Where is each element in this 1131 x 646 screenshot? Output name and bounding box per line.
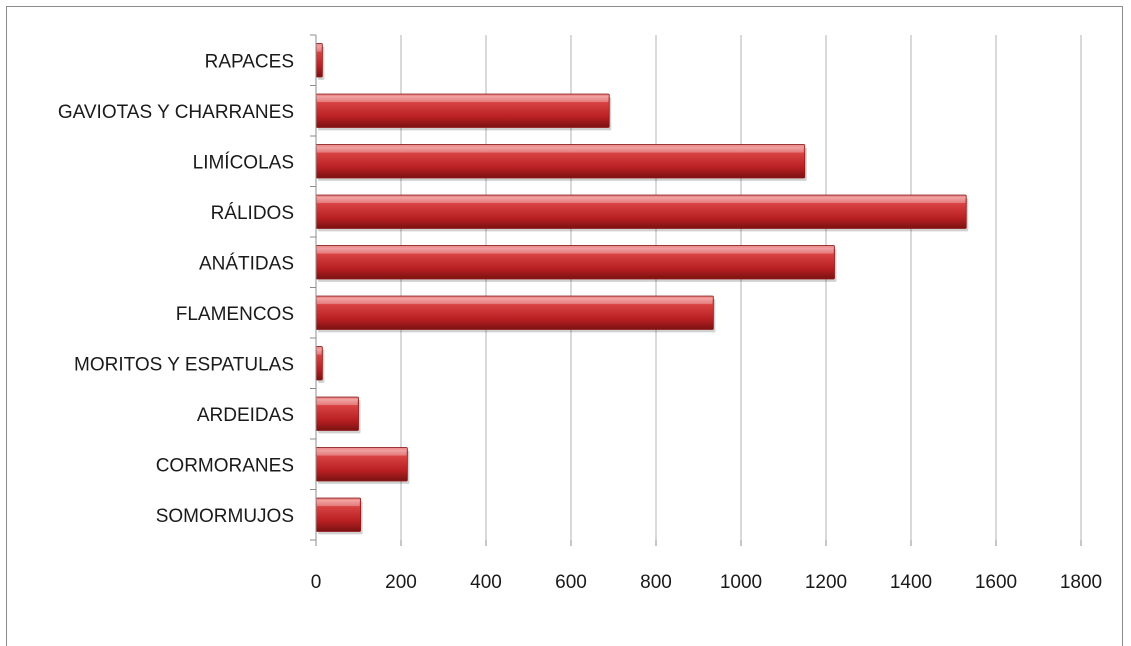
bar-highlight [317,449,407,456]
x-tick-label: 1200 [805,572,847,593]
category-label: CORMORANES [156,455,294,476]
category-label: GAVIOTAS Y CHARRANES [58,102,294,123]
x-tick-label: 1600 [975,572,1017,593]
bar-group [315,194,969,232]
bar-highlight [317,348,322,355]
bar-group [315,295,716,333]
bar-group [315,346,325,383]
x-tick-label: 800 [640,572,672,593]
bar-highlight [317,146,804,153]
axes [310,34,1082,546]
category-label: RÁLIDOS [211,203,294,224]
x-tick-label: 1000 [720,572,762,593]
bar-group [315,447,410,484]
x-tick-label: 1800 [1060,572,1102,593]
category-label: ARDEIDAS [197,405,294,426]
x-tick-label: 0 [311,572,322,593]
x-tick-label: 600 [555,572,587,593]
bar-group [315,396,361,434]
bar-highlight [317,500,360,507]
x-tick-label: 1400 [890,572,932,593]
category-label: ANÁTIDAS [199,253,294,274]
category-label: MORITOS Y ESPATULAS [74,354,294,375]
x-tick-label: 400 [470,572,502,593]
x-tick-label: 200 [385,572,417,593]
bar-group [315,43,325,80]
category-label: FLAMENCOS [176,304,294,325]
category-label: SOMORMUJOS [156,506,294,527]
bar-highlight [317,298,713,305]
chart-frame [6,6,1123,646]
bar-group [315,497,363,535]
bar-group [315,245,837,282]
bars [315,43,969,535]
bar-group [315,144,807,181]
category-label: RAPACES [205,51,294,72]
x-tick-labels: 0 200 400 600 800 1000 1200 1400 1600 1800 [311,572,1102,593]
bar-highlight [317,45,322,52]
bar-chart: SOMORMUJOS CORMORANES ARDEIDAS MORITOS Y ES… [58,34,1102,593]
bar-highlight [317,399,358,406]
bar-group [315,93,612,131]
bar-highlight [317,96,609,103]
bar-highlight [317,247,834,254]
category-label: LIMÍCOLAS [193,152,294,173]
bar-highlight [317,197,966,204]
category-labels: SOMORMUJOS CORMORANES ARDEIDAS MORITOS Y ES… [58,51,294,527]
